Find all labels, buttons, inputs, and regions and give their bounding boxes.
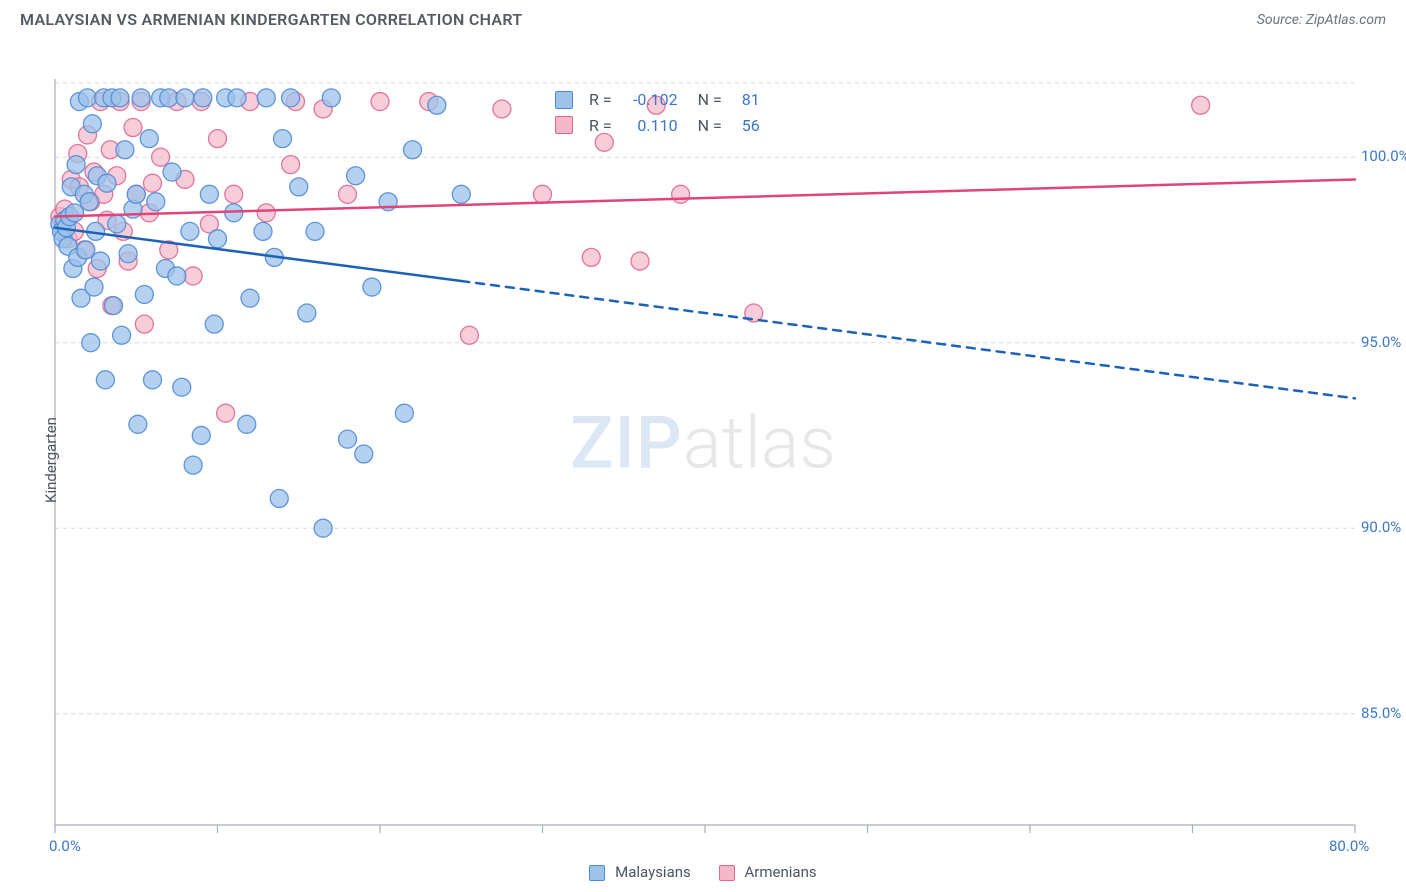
chart-area: Kindergarten ZIPatlas R =-0.102N =81R =0… <box>0 35 1406 885</box>
y-tick-label: 100.0% <box>1361 147 1406 165</box>
legend-swatch-icon <box>589 865 605 881</box>
y-tick-label: 95.0% <box>1361 333 1401 351</box>
stat-n-value: 56 <box>732 113 760 139</box>
stat-r-value: 0.110 <box>622 113 678 139</box>
scatter-plot-svg <box>0 35 1406 855</box>
stat-legend-row: R = 0.110 N = 56 <box>555 113 760 139</box>
stat-n-value: 81 <box>732 87 760 113</box>
x-tick-label: 80.0% <box>1329 837 1369 855</box>
y-axis-label: Kindergarten <box>42 417 60 503</box>
stat-n-label: N = <box>698 113 722 139</box>
chart-header: MALAYSIAN VS ARMENIAN KINDERGARTEN CORRE… <box>0 0 1406 35</box>
legend-label: Malaysians <box>615 863 691 881</box>
y-tick-label: 90.0% <box>1361 518 1401 536</box>
stat-swatch-icon <box>555 116 573 134</box>
legend-item-armenians: Armenians <box>719 863 817 881</box>
correlation-legend: R = -0.102 N = 81 R = 0.110 N = 56 <box>555 87 760 138</box>
stat-n-label: N = <box>698 87 722 113</box>
y-tick-label: 85.0% <box>1361 704 1401 722</box>
source-attribution: Source: ZipAtlas.com <box>1257 12 1386 28</box>
series-legend: Malaysians Armenians <box>0 863 1406 881</box>
legend-label: Armenians <box>745 863 817 881</box>
stat-r-value: -0.102 <box>622 87 678 113</box>
chart-title: MALAYSIAN VS ARMENIAN KINDERGARTEN CORRE… <box>20 10 522 29</box>
stat-legend-row: R = -0.102 N = 81 <box>555 87 760 113</box>
stat-swatch-icon <box>555 91 573 109</box>
legend-swatch-icon <box>719 865 735 881</box>
stat-r-label: R = <box>589 113 612 139</box>
stat-r-label: R = <box>589 87 612 113</box>
x-tick-label: 0.0% <box>49 837 81 855</box>
legend-item-malaysians: Malaysians <box>589 863 690 881</box>
